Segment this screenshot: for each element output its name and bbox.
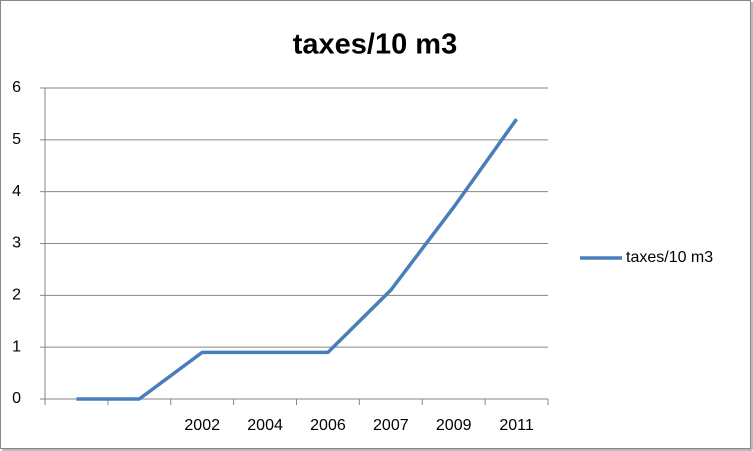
y-tick-label: 5 xyxy=(12,131,21,148)
x-tick-label: 2006 xyxy=(310,417,346,434)
y-tick-label: 3 xyxy=(12,235,21,252)
y-tick-label: 1 xyxy=(12,338,21,355)
x-tick-label: 2011 xyxy=(499,417,534,434)
chart-title: taxes/10 m3 xyxy=(293,29,457,61)
y-tick-label: 2 xyxy=(12,287,21,304)
y-tick-label: 6 xyxy=(12,79,21,96)
y-tick-label: 4 xyxy=(12,183,21,200)
x-tick-label: 2009 xyxy=(436,417,472,434)
y-tick-label: 0 xyxy=(12,390,21,407)
x-tick-label: 2004 xyxy=(247,417,283,434)
x-tick-label: 2007 xyxy=(373,417,409,434)
data-line xyxy=(76,118,518,401)
legend-label: taxes/10 m3 xyxy=(626,249,713,266)
x-tick-label: 2002 xyxy=(184,417,220,434)
